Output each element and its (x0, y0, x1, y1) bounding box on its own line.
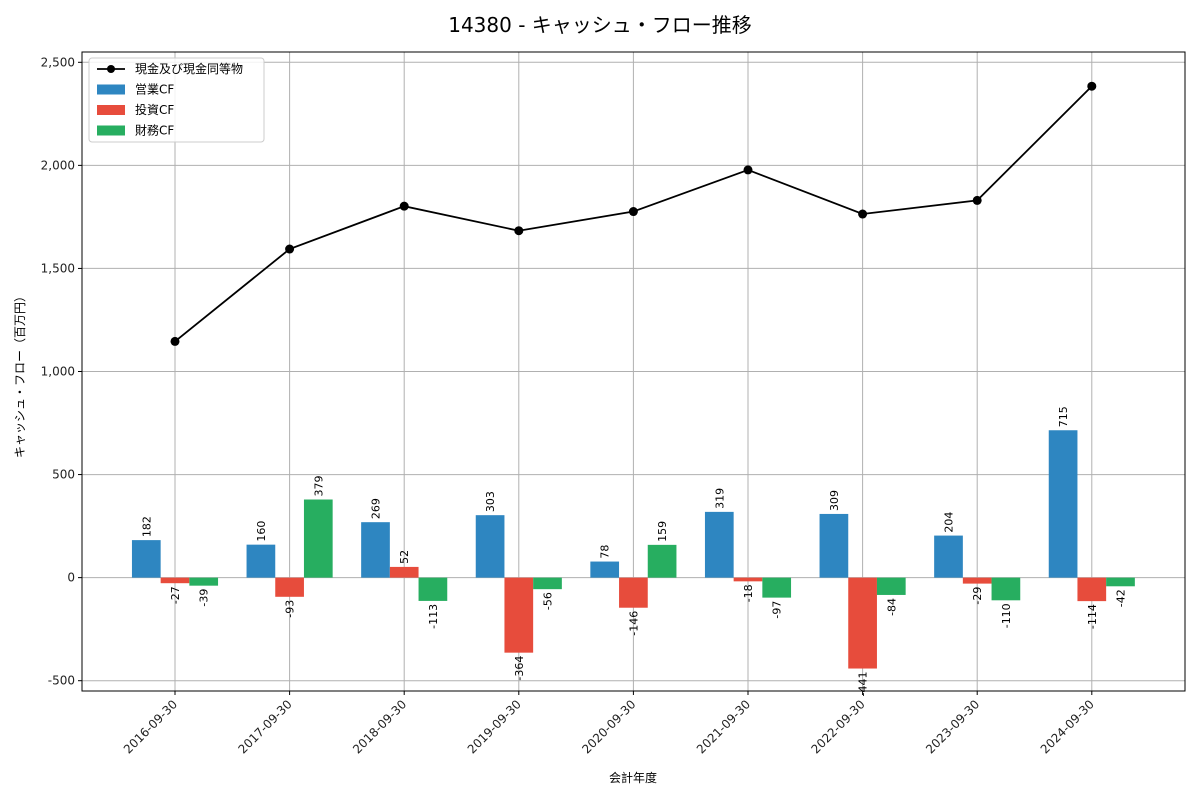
bar-financing (418, 577, 448, 601)
bar-investing (733, 577, 763, 582)
cash-line-series (170, 81, 1097, 346)
bar-financing (303, 499, 333, 578)
bar-data-label: -113 (427, 604, 440, 629)
bar-operating (475, 515, 505, 578)
y-tick-label: 1,500 (41, 261, 75, 275)
bar-data-label: 159 (656, 521, 669, 542)
bar-data-label: -441 (857, 672, 870, 697)
cash-point (628, 207, 638, 217)
bar-data-label: -84 (885, 598, 898, 616)
cash-point (972, 195, 982, 205)
bar-investing (619, 577, 648, 608)
bar-data-label: 269 (370, 498, 383, 519)
bar-investing (160, 577, 190, 584)
bar-data-label: -39 (198, 589, 211, 607)
bar-data-labels: 182 160 269 303 78 319 309 204 715 -27 -93 52 -364 -1… (140, 406, 1127, 696)
bar-data-label: -110 (1000, 603, 1013, 628)
bar-data-label: -146 (627, 611, 640, 636)
legend-label: 現金及び現金同等物 (135, 61, 243, 76)
y-tick-label: 0 (67, 571, 75, 585)
bar-investing (389, 566, 419, 578)
x-tick-label: 2018-09-30 (350, 697, 409, 756)
bar-data-label: -93 (284, 600, 297, 618)
bar-data-label: -364 (513, 656, 526, 681)
bar-investing (275, 577, 304, 597)
bar-data-label: 204 (943, 512, 956, 533)
bar-data-label: 303 (484, 491, 497, 512)
legend-marker-swatch (107, 65, 115, 73)
cash-point (1087, 81, 1097, 91)
bar-operating (131, 540, 161, 578)
legend-box (88, 57, 265, 143)
plot-frame (81, 51, 1186, 692)
y-tick-label: 2,000 (41, 158, 75, 172)
bar-operating (934, 535, 963, 578)
x-axis-title: 会計年度 (609, 770, 657, 785)
bar-financing (762, 577, 792, 598)
axis-ticks: -500 0 500 1,000 1,500 2,000 2,500 2016-09-30 20… (41, 55, 1097, 756)
bar-operating (1048, 430, 1078, 578)
x-tick-label: 2021-09-30 (694, 697, 753, 756)
legend-label: 財務CF (135, 123, 174, 138)
bar-financing (876, 577, 906, 595)
x-tick-label: 2024-09-30 (1038, 697, 1097, 756)
bar-investing (962, 577, 992, 584)
bar-data-label: -27 (169, 586, 182, 604)
bar-data-label: 309 (828, 490, 841, 511)
x-tick-label: 2016-09-30 (121, 697, 180, 756)
bar-data-label: -18 (742, 584, 755, 602)
cash-point (285, 244, 295, 254)
legend-bar-swatch (97, 125, 125, 136)
x-tick-label: 2020-09-30 (579, 697, 638, 756)
bar-operating (704, 511, 734, 578)
bar-data-label: 160 (255, 521, 268, 542)
bar-data-label: 379 (312, 476, 325, 497)
y-tick-label: 500 (52, 468, 75, 482)
cash-point (399, 201, 409, 211)
bar-data-label: 182 (140, 516, 153, 537)
bar-data-label: -42 (1115, 589, 1128, 607)
bar-data-label: 78 (599, 545, 612, 559)
bars (131, 430, 1135, 669)
bar-financing (1106, 577, 1135, 587)
x-tick-label: 2023-09-30 (923, 697, 982, 756)
bar-operating (819, 513, 849, 578)
cash-point (170, 336, 180, 346)
bar-financing (189, 577, 219, 586)
x-tick-label: 2019-09-30 (465, 697, 524, 756)
y-tick-label: 2,500 (41, 55, 75, 69)
cash-point (858, 209, 868, 219)
bar-data-label: -114 (1086, 604, 1099, 629)
y-tick-label: -500 (48, 674, 75, 688)
bar-operating (361, 522, 390, 578)
bar-data-label: -56 (542, 592, 555, 610)
cash-point (743, 165, 753, 175)
bar-operating (246, 544, 276, 578)
legend-label: 営業CF (135, 83, 174, 97)
bar-investing (1077, 577, 1107, 602)
legend-bar-swatch (97, 84, 125, 95)
bar-investing (848, 577, 877, 669)
x-tick-label: 2017-09-30 (236, 697, 295, 756)
bar-financing (533, 577, 562, 590)
bar-financing (991, 577, 1021, 601)
bar-data-label: 52 (398, 550, 411, 564)
bar-financing (647, 544, 677, 578)
chart-title: 14380 - キャッシュ・フロー推移 (448, 13, 752, 37)
bar-data-label: -29 (971, 587, 984, 605)
legend-label: 投資CF (135, 102, 174, 117)
bar-data-label: -97 (771, 601, 784, 619)
x-tick-label: 2022-09-30 (809, 697, 868, 756)
y-axis-title: キャッシュ・フロー（百万円） (13, 290, 27, 458)
cash-point (514, 226, 524, 236)
bar-investing (504, 577, 534, 653)
legend-bar-swatch (97, 105, 125, 115)
bar-data-label: 319 (713, 488, 726, 509)
bar-data-label: 715 (1057, 406, 1070, 427)
y-tick-label: 1,000 (41, 365, 75, 379)
bar-operating (590, 561, 620, 578)
